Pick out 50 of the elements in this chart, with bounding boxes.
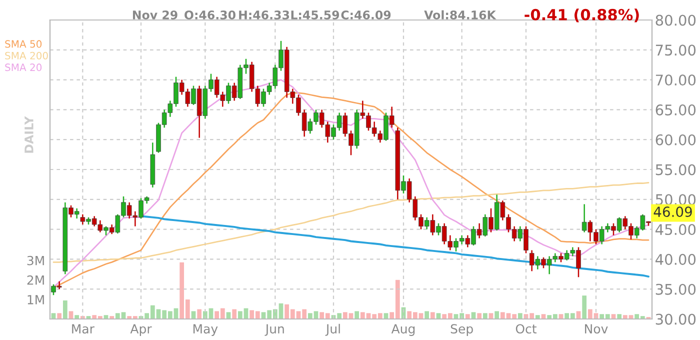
bar — [197, 309, 202, 319]
x-tick-label: Mar — [72, 324, 94, 334]
y-tick-label: 60.00 — [656, 134, 696, 146]
bar — [477, 313, 482, 319]
y-tick-label: 40.00 — [655, 254, 696, 265]
x-tick-label: Aug — [391, 324, 415, 336]
bar — [535, 315, 540, 319]
bar — [354, 311, 360, 319]
text: L:45.59 — [291, 10, 340, 20]
x-tick-label: Nov — [585, 324, 608, 334]
x-tick-label: May — [193, 324, 218, 336]
y-tick-label: 80.00 — [656, 14, 696, 26]
bar — [74, 315, 80, 319]
text: H:46.33 — [239, 10, 290, 20]
x-tick-label: Jul — [325, 324, 340, 336]
y-tick-label: 75.00 — [656, 44, 696, 56]
x-tick-label: Oct — [516, 324, 537, 334]
y2-tick-label: 2M — [27, 275, 44, 285]
line-series — [52, 182, 650, 263]
text: 46.09 — [654, 206, 692, 218]
y-tick-label: 65.00 — [656, 104, 696, 116]
text: O:46.30 — [184, 10, 236, 20]
y2-tick-label: 1M — [28, 295, 44, 304]
bar — [494, 311, 500, 319]
y-tick-label: 70.00 — [656, 74, 696, 86]
text: SMA 20 — [5, 64, 42, 72]
text: SMA 200 — [5, 52, 48, 60]
annotation: -0.41 (0.88%) — [524, 8, 639, 22]
bar — [57, 313, 62, 319]
text: Nov 29 — [132, 10, 178, 20]
bar — [62, 300, 68, 319]
x-tick-label: Apr — [130, 324, 152, 336]
bar — [582, 296, 587, 319]
bar — [518, 313, 522, 319]
y-tick-label: 55.00 — [656, 164, 696, 176]
bar — [465, 314, 470, 319]
y-tick-label: 45.00 — [655, 224, 696, 236]
y-tick-label: 35.00 — [656, 284, 696, 295]
bar — [430, 312, 435, 319]
bar — [617, 314, 622, 319]
y-tick-label: 30.00 — [656, 314, 696, 325]
x-tick-label: Jun — [264, 324, 284, 336]
bar — [232, 309, 237, 319]
text: SMA 50 — [5, 40, 42, 48]
y2-tick-label: 3M — [27, 256, 44, 266]
bar — [424, 311, 430, 319]
bar — [482, 313, 488, 319]
text: C:46.09 — [341, 10, 391, 20]
x-tick-label: Sep — [450, 324, 473, 336]
text: Vol:84.16K — [424, 10, 496, 20]
